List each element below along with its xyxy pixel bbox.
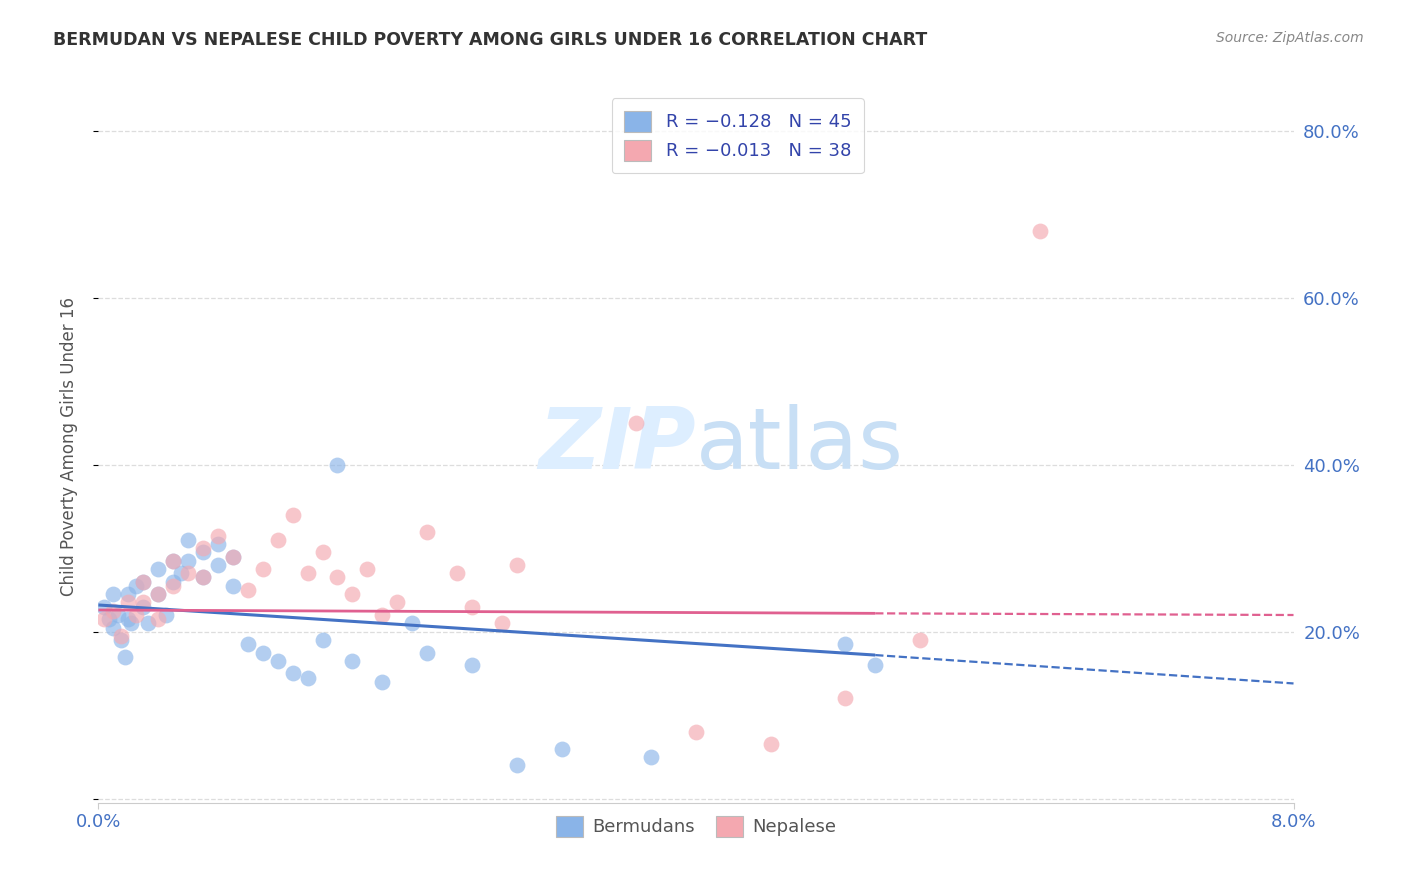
Point — [356, 562, 378, 576]
Point — [191, 541, 214, 556]
Point — [834, 691, 856, 706]
Point — [177, 554, 200, 568]
Point — [162, 554, 184, 568]
Point — [148, 587, 170, 601]
Text: atlas: atlas — [696, 404, 904, 488]
Point — [207, 529, 229, 543]
Point — [97, 612, 120, 626]
Point — [222, 549, 245, 564]
Point — [385, 595, 409, 609]
Point — [267, 533, 290, 547]
Point — [132, 599, 155, 614]
Point — [93, 599, 115, 614]
Point — [125, 579, 148, 593]
Point — [281, 508, 304, 522]
Point — [550, 741, 572, 756]
Y-axis label: Child Poverty Among Girls Under 16: Child Poverty Among Girls Under 16 — [59, 296, 77, 596]
Point — [222, 579, 245, 593]
Point — [252, 646, 274, 660]
Point — [297, 566, 319, 581]
Point — [114, 649, 136, 664]
Point — [491, 616, 513, 631]
Point — [342, 587, 364, 601]
Point — [117, 612, 139, 626]
Point — [117, 595, 139, 609]
Point — [640, 750, 662, 764]
Point — [132, 574, 155, 589]
Point — [267, 654, 290, 668]
Point — [103, 621, 125, 635]
Legend: Bermudans, Nepalese: Bermudans, Nepalese — [548, 808, 844, 844]
Point — [506, 758, 529, 772]
Point — [177, 566, 200, 581]
Point — [865, 658, 887, 673]
Point — [148, 562, 170, 576]
Point — [834, 637, 856, 651]
Point — [685, 724, 707, 739]
Point — [281, 666, 304, 681]
Point — [461, 658, 484, 673]
Point — [191, 570, 214, 584]
Point — [117, 587, 139, 601]
Point — [371, 607, 394, 622]
Point — [132, 574, 155, 589]
Point — [416, 524, 439, 539]
Point — [148, 612, 170, 626]
Point — [120, 616, 142, 631]
Text: Source: ZipAtlas.com: Source: ZipAtlas.com — [1216, 31, 1364, 45]
Point — [416, 646, 439, 660]
Point — [207, 558, 229, 572]
Point — [110, 629, 132, 643]
Point — [252, 562, 274, 576]
Point — [93, 612, 115, 626]
Text: ZIP: ZIP — [538, 404, 696, 488]
Point — [1028, 224, 1050, 238]
Point — [759, 738, 782, 752]
Point — [326, 458, 349, 472]
Point — [191, 545, 214, 559]
Point — [342, 654, 364, 668]
Point — [125, 607, 148, 622]
Point — [103, 604, 125, 618]
Point — [148, 587, 170, 601]
Point — [162, 554, 184, 568]
Point — [136, 616, 159, 631]
Point — [162, 574, 184, 589]
Point — [371, 674, 394, 689]
Point — [103, 587, 125, 601]
Point — [207, 537, 229, 551]
Point — [506, 558, 529, 572]
Point — [311, 545, 333, 559]
Point — [236, 582, 259, 597]
Point — [326, 570, 349, 584]
Point — [110, 633, 132, 648]
Point — [162, 579, 184, 593]
Point — [222, 549, 245, 564]
Point — [236, 637, 259, 651]
Point — [446, 566, 468, 581]
Point — [401, 616, 423, 631]
Point — [155, 607, 177, 622]
Point — [461, 599, 484, 614]
Point — [626, 416, 648, 430]
Text: BERMUDAN VS NEPALESE CHILD POVERTY AMONG GIRLS UNDER 16 CORRELATION CHART: BERMUDAN VS NEPALESE CHILD POVERTY AMONG… — [53, 31, 928, 49]
Point — [191, 570, 214, 584]
Point — [107, 607, 129, 622]
Point — [132, 595, 155, 609]
Point — [177, 533, 200, 547]
Point — [908, 633, 931, 648]
Point — [169, 566, 191, 581]
Point — [297, 671, 319, 685]
Point — [311, 633, 333, 648]
